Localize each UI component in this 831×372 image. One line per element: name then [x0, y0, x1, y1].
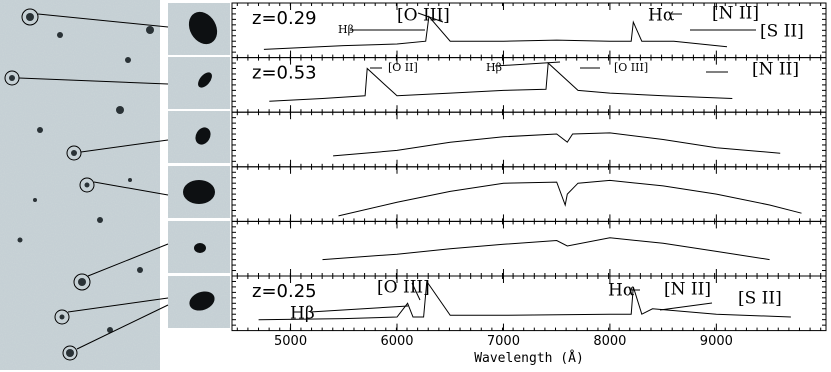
annotation-arrow — [494, 61, 561, 67]
spectrum — [263, 15, 728, 50]
redshift-label: z=0.29 — [252, 8, 317, 29]
line-label: Hα — [608, 281, 635, 301]
line-label: Hβ — [290, 304, 315, 324]
line-label: [S II] — [738, 289, 782, 309]
line-label: [N II] — [664, 280, 711, 300]
redshift-label: z=0.25 — [252, 281, 317, 302]
spectrum — [338, 179, 802, 217]
x-tick-label: 5000 — [274, 334, 307, 349]
x-tick-label: 9000 — [700, 334, 733, 349]
spectrum — [333, 132, 781, 157]
line-label: [O III] — [397, 6, 450, 26]
annotation-arrow — [417, 12, 444, 23]
line-label: [N II] — [752, 60, 799, 80]
redshift-label: z=0.53 — [252, 63, 317, 84]
annotation-arrow — [309, 305, 409, 313]
spectrum — [258, 280, 791, 321]
panel-frame — [231, 57, 827, 113]
line-label: Hα — [648, 6, 675, 26]
panel-frame — [231, 111, 827, 168]
spectrum — [269, 62, 733, 102]
line-label: [S II] — [760, 22, 804, 42]
panel-frame — [231, 166, 827, 222]
line-label: Hβ — [338, 23, 354, 36]
annotation-arrow — [659, 302, 713, 311]
x-axis-label: Wavelength (Å) — [474, 350, 584, 366]
cutouts — [18, 3, 230, 350]
line-label: [O III] — [377, 278, 430, 298]
panel-frame — [231, 275, 827, 332]
line-label: [N II] — [712, 4, 759, 24]
line-label: [O II] — [388, 61, 418, 74]
annotation-arrow — [411, 282, 421, 301]
x-tick-label: 7000 — [487, 334, 520, 349]
x-tick-label: 6000 — [380, 334, 413, 349]
panel-frame — [231, 220, 827, 277]
line-label: Hβ — [486, 61, 502, 74]
x-tick-label: 8000 — [593, 334, 626, 349]
line-label: [O III] — [614, 61, 648, 74]
field-image — [0, 0, 160, 370]
spectrum — [322, 237, 770, 261]
